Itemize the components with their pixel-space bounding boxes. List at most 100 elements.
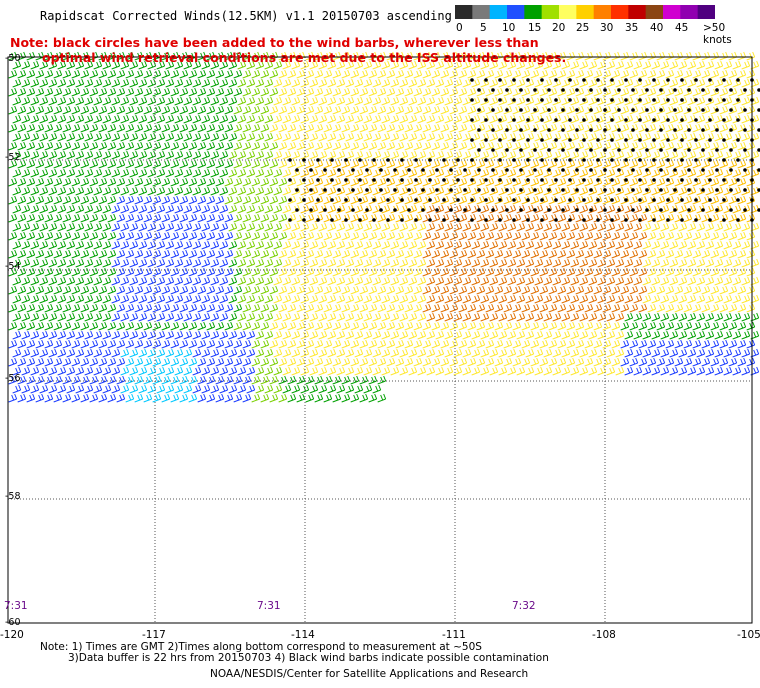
wind-barb xyxy=(588,294,598,304)
wind-barb xyxy=(480,258,490,268)
wind-barb xyxy=(80,177,90,187)
note-line-1: Note: black circles have been added to t… xyxy=(10,35,539,50)
wind-barb xyxy=(543,96,553,106)
flag-circle xyxy=(512,118,516,122)
wind-barb xyxy=(228,60,238,70)
wind-barb xyxy=(710,267,720,277)
wind-barb xyxy=(287,339,297,349)
flag-circle xyxy=(442,218,446,222)
wind-barb xyxy=(93,222,103,232)
wind-barb xyxy=(296,87,306,97)
wind-barb xyxy=(381,240,391,250)
wind-barb xyxy=(377,303,387,313)
wind-barb xyxy=(251,393,261,403)
wind-barb xyxy=(629,195,639,205)
wind-barb xyxy=(498,330,508,340)
wind-barb xyxy=(462,366,472,376)
wind-barb xyxy=(692,141,702,151)
wind-barb xyxy=(570,258,580,268)
wind-barb xyxy=(210,204,220,214)
wind-barb xyxy=(404,159,414,169)
wind-barb xyxy=(687,132,697,142)
wind-barb xyxy=(282,312,292,322)
wind-barb xyxy=(516,222,526,232)
wind-barb xyxy=(111,276,121,286)
wind-barb xyxy=(242,123,252,133)
flag-circle xyxy=(610,198,614,202)
wind-barb xyxy=(435,258,445,268)
wind-barb xyxy=(386,195,396,205)
wind-barb xyxy=(467,231,477,241)
wind-barb xyxy=(746,249,756,259)
wind-barb xyxy=(251,87,261,97)
flag-circle xyxy=(757,128,760,132)
wind-barb xyxy=(174,384,184,394)
wind-barb xyxy=(354,78,364,88)
wind-barb xyxy=(386,159,396,169)
flag-circle xyxy=(491,128,495,132)
wind-barb xyxy=(431,267,441,277)
wind-barb xyxy=(368,231,378,241)
wind-barb xyxy=(174,78,184,88)
wind-barb xyxy=(566,51,576,61)
wind-barb xyxy=(611,303,621,313)
wind-barb xyxy=(584,231,594,241)
wind-barb xyxy=(390,330,400,340)
wind-barb xyxy=(318,240,328,250)
wind-barb xyxy=(404,357,414,367)
flag-circle xyxy=(561,188,565,192)
wind-barb xyxy=(129,186,139,196)
flag-circle xyxy=(631,208,635,212)
wind-barb xyxy=(111,348,121,358)
wind-barb xyxy=(120,168,130,178)
wind-barb xyxy=(458,267,468,277)
wind-barb xyxy=(152,105,162,115)
wind-barb xyxy=(390,312,400,322)
wind-barb xyxy=(687,330,697,340)
wind-barb xyxy=(692,51,702,61)
wind-barb xyxy=(21,294,31,304)
wind-barb xyxy=(534,366,544,376)
wind-barb xyxy=(35,69,45,79)
wind-barb xyxy=(386,69,396,79)
wind-barb xyxy=(120,186,130,196)
wind-barb xyxy=(89,105,99,115)
wind-barb xyxy=(255,240,265,250)
wind-barb xyxy=(714,132,724,142)
wind-barb xyxy=(638,159,648,169)
colorbar-swatch xyxy=(576,5,595,19)
wind-barb xyxy=(701,321,711,331)
wind-barb xyxy=(395,141,405,151)
wind-barb xyxy=(660,276,670,286)
wind-barb xyxy=(444,330,454,340)
wind-barb xyxy=(219,384,229,394)
wind-barb xyxy=(251,141,261,151)
wind-barb xyxy=(192,366,202,376)
flag-circle xyxy=(589,208,593,212)
wind-barb xyxy=(336,78,346,88)
wind-barb xyxy=(372,132,382,142)
wind-barb xyxy=(588,348,598,358)
wind-barb xyxy=(354,330,364,340)
flag-circle xyxy=(316,218,320,222)
wind-barb xyxy=(201,276,211,286)
wind-barb xyxy=(417,240,427,250)
wind-barb xyxy=(422,267,432,277)
wind-barb xyxy=(219,294,229,304)
wind-barb xyxy=(255,150,265,160)
wind-barb xyxy=(269,357,279,367)
wind-barb xyxy=(714,96,724,106)
wind-barb xyxy=(53,393,63,403)
wind-barb xyxy=(570,222,580,232)
wind-barb xyxy=(390,60,400,70)
wind-barb xyxy=(701,357,711,367)
wind-barb xyxy=(138,114,148,124)
wind-barb xyxy=(606,168,616,178)
wind-barb xyxy=(264,132,274,142)
wind-barb xyxy=(440,123,450,133)
wind-barb xyxy=(399,150,409,160)
flag-circle xyxy=(715,128,719,132)
wind-barb xyxy=(26,213,36,223)
wind-barb xyxy=(219,150,229,160)
wind-barb xyxy=(138,168,148,178)
